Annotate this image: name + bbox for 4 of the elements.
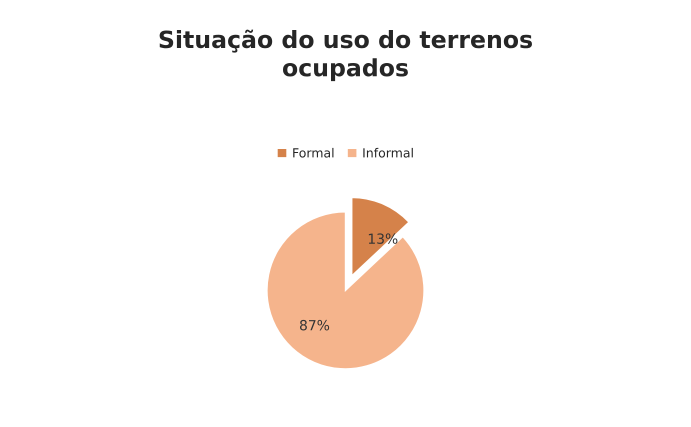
legend-label: Formal (293, 148, 334, 158)
chart-title: Situação do uso do terrenos ocupados (160, 30, 532, 82)
data-label: 87% (300, 320, 330, 330)
legend-label: Informal (363, 148, 413, 158)
